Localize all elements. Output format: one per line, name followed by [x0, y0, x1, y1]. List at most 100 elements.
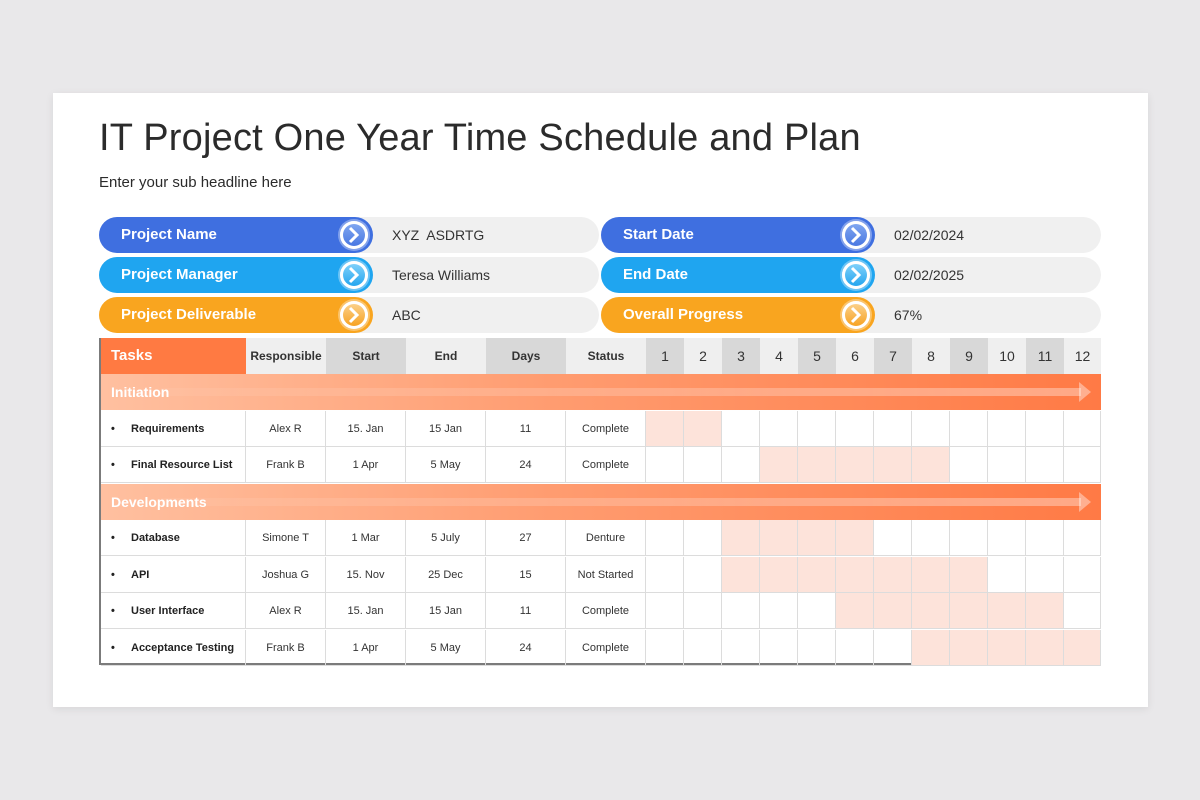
gantt-bar-cell [760, 520, 798, 556]
bullet-icon: • [111, 568, 115, 581]
gantt-cell [988, 556, 1026, 593]
gantt-cell [760, 410, 798, 447]
header-month-7: 7 [874, 338, 912, 374]
section-bar: Developments [101, 483, 1101, 520]
gantt-bar-cell [912, 556, 950, 593]
gantt-bar-cell [1026, 593, 1064, 629]
page-subtitle: Enter your sub headline here [99, 174, 292, 191]
info-end-date: End Date 02/02/2025 [601, 257, 1101, 293]
info-project-manager: Project Manager Teresa Williams [99, 257, 599, 293]
info-start-date: Start Date 02/02/2024 [601, 217, 1101, 253]
info-value: XYZ ASDRTG [392, 227, 485, 243]
gantt-cell [646, 447, 684, 483]
gantt-bar-cell [722, 520, 760, 556]
gantt-bar-cell [836, 520, 874, 556]
chevron-right-icon [340, 221, 368, 249]
cell-days: 11 [486, 410, 566, 447]
cell-end: 5 May [406, 447, 486, 483]
schedule-table: Tasks Responsible Start End Days Status 1 2 3 4 5 6… [99, 338, 1101, 666]
gantt-bar-cell [912, 593, 950, 629]
gantt-cell [646, 593, 684, 629]
bullet-icon: • [111, 605, 115, 617]
gantt-cell [1064, 447, 1101, 483]
section-label: Developments [111, 493, 207, 510]
cell-end: 15 Jan [406, 593, 486, 629]
gantt-cell [1064, 593, 1101, 629]
gantt-cell [912, 410, 950, 447]
gantt-bar-cell [798, 556, 836, 593]
bullet-icon: • [111, 532, 115, 544]
header-month-12: 12 [1064, 338, 1101, 374]
gantt-bar-cell [646, 410, 684, 447]
gantt-bar-cell [912, 447, 950, 483]
info-label: End Date [601, 257, 875, 293]
bullet-icon: • [111, 422, 115, 435]
cell-status: Complete [566, 410, 646, 447]
cell-start: 1 Mar [326, 520, 406, 556]
cell-responsible: Alex R [246, 410, 326, 447]
task-label: Acceptance Testing [131, 641, 235, 654]
cell-end: 5 May [406, 629, 486, 666]
header-month-4: 4 [760, 338, 798, 374]
cell-start: 15. Jan [326, 410, 406, 447]
header-month-2: 2 [684, 338, 722, 374]
cell-responsible: Joshua G [246, 556, 326, 593]
gantt-cell [1026, 520, 1064, 556]
cell-start: 15. Jan [326, 593, 406, 629]
task-label: Requirements [131, 422, 205, 435]
chevron-right-icon [340, 301, 368, 329]
chevron-right-icon [842, 261, 870, 289]
gantt-cell [684, 556, 722, 593]
gantt-cell [1064, 520, 1101, 556]
bullet-icon: • [111, 641, 115, 654]
cell-status: Denture [566, 520, 646, 556]
header-month-3: 3 [722, 338, 760, 374]
gantt-bar-cell [874, 556, 912, 593]
task-name: • Final Resource List [101, 447, 246, 483]
task-name: • API [101, 556, 246, 593]
header-month-1: 1 [646, 338, 684, 374]
cell-responsible: Frank B [246, 447, 326, 483]
gantt-cell [988, 410, 1026, 447]
gantt-cell [1026, 447, 1064, 483]
gantt-bar-cell [874, 593, 912, 629]
cell-days: 27 [486, 520, 566, 556]
info-value: 67% [894, 307, 923, 323]
gantt-cell [912, 520, 950, 556]
gantt-cell [684, 447, 722, 483]
cell-status: Complete [566, 447, 646, 483]
gantt-bar-cell [950, 593, 988, 629]
gantt-cell [836, 410, 874, 447]
gantt-cell [798, 593, 836, 629]
header-month-9: 9 [950, 338, 988, 374]
info-label: Start Date [601, 217, 875, 253]
slide: IT Project One Year Time Schedule and Pl… [53, 93, 1148, 707]
gantt-cell [950, 447, 988, 483]
gantt-cell [874, 520, 912, 556]
gantt-cell [684, 520, 722, 556]
info-label: Project Deliverable [99, 297, 373, 333]
gantt-cell [798, 410, 836, 447]
header-end: End [406, 338, 486, 374]
chevron-right-icon [340, 261, 368, 289]
table-row: • User Interface Alex R 15. Jan 15 Jan 11 Comp… [101, 593, 1101, 629]
gantt-bar-cell [950, 629, 988, 666]
gantt-cell [646, 629, 684, 666]
bullet-icon: • [111, 459, 115, 471]
gantt-bar-cell [836, 556, 874, 593]
header-month-8: 8 [912, 338, 950, 374]
gantt-bar-cell [1026, 629, 1064, 666]
cell-days: 24 [486, 447, 566, 483]
task-label: Database [131, 532, 180, 544]
cell-end: 5 July [406, 520, 486, 556]
gantt-bar-cell [798, 520, 836, 556]
table-row: • Requirements Alex R 15. Jan 15 Jan 11 Comple… [101, 410, 1101, 447]
info-label: Overall Progress [601, 297, 875, 333]
task-label: API [131, 568, 150, 581]
info-project-deliverable: Project Deliverable ABC [99, 297, 599, 333]
cell-start: 1 Apr [326, 447, 406, 483]
cell-end: 25 Dec [406, 556, 486, 593]
info-label: Project Name [99, 217, 373, 253]
